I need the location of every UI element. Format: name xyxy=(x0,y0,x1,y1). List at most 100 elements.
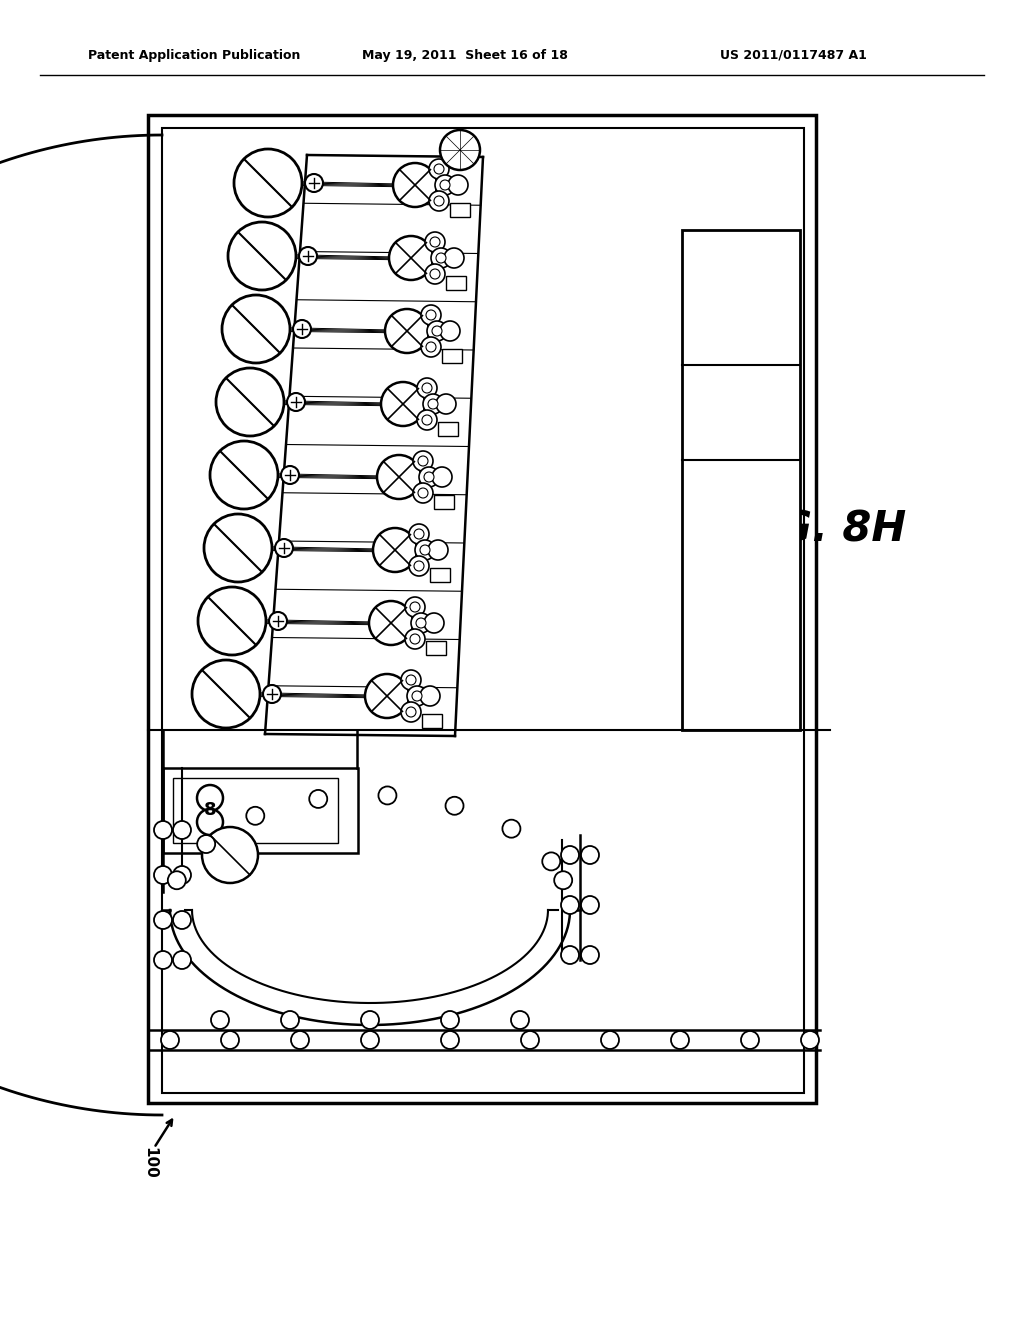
Circle shape xyxy=(361,1011,379,1030)
Circle shape xyxy=(414,529,424,539)
Circle shape xyxy=(561,846,579,865)
Circle shape xyxy=(581,846,599,865)
Circle shape xyxy=(369,601,413,645)
Circle shape xyxy=(432,467,452,487)
Circle shape xyxy=(419,467,439,487)
Circle shape xyxy=(432,326,442,337)
Bar xyxy=(434,495,454,510)
Circle shape xyxy=(521,1031,539,1049)
Circle shape xyxy=(406,708,416,717)
Circle shape xyxy=(445,797,464,814)
Circle shape xyxy=(281,466,299,484)
Circle shape xyxy=(410,634,420,644)
Circle shape xyxy=(193,660,260,729)
Circle shape xyxy=(444,248,464,268)
Circle shape xyxy=(211,1011,229,1030)
Circle shape xyxy=(228,222,296,290)
Circle shape xyxy=(415,540,435,560)
Circle shape xyxy=(154,821,172,840)
Bar xyxy=(446,276,466,290)
Circle shape xyxy=(198,587,266,655)
Circle shape xyxy=(430,238,440,247)
Circle shape xyxy=(173,821,191,840)
Circle shape xyxy=(418,455,428,466)
Circle shape xyxy=(411,612,431,634)
Circle shape xyxy=(423,393,443,414)
Circle shape xyxy=(561,896,579,913)
Circle shape xyxy=(424,612,444,634)
Circle shape xyxy=(379,787,396,804)
Circle shape xyxy=(416,618,426,628)
Circle shape xyxy=(424,473,434,482)
Circle shape xyxy=(426,310,436,319)
Circle shape xyxy=(269,612,287,630)
Circle shape xyxy=(361,1031,379,1049)
Circle shape xyxy=(801,1031,819,1049)
Circle shape xyxy=(435,176,455,195)
Circle shape xyxy=(198,836,215,853)
Circle shape xyxy=(154,866,172,884)
Circle shape xyxy=(263,685,281,704)
Circle shape xyxy=(197,785,223,810)
Circle shape xyxy=(581,946,599,964)
Circle shape xyxy=(428,540,449,560)
Circle shape xyxy=(441,1031,459,1049)
Circle shape xyxy=(436,253,446,263)
Circle shape xyxy=(554,871,572,890)
Circle shape xyxy=(426,342,436,352)
Circle shape xyxy=(281,1011,299,1030)
Circle shape xyxy=(429,158,449,180)
Circle shape xyxy=(436,393,456,414)
Circle shape xyxy=(449,176,468,195)
Circle shape xyxy=(202,828,258,883)
Circle shape xyxy=(393,162,437,207)
Circle shape xyxy=(418,488,428,498)
Circle shape xyxy=(168,871,185,890)
Circle shape xyxy=(440,180,450,190)
Circle shape xyxy=(429,191,449,211)
Circle shape xyxy=(381,381,425,426)
Circle shape xyxy=(413,483,433,503)
Circle shape xyxy=(407,686,427,706)
Circle shape xyxy=(410,602,420,612)
Bar xyxy=(163,768,358,853)
Circle shape xyxy=(377,455,421,499)
Circle shape xyxy=(428,399,438,409)
Circle shape xyxy=(154,950,172,969)
Circle shape xyxy=(440,321,460,341)
Text: May 19, 2011  Sheet 16 of 18: May 19, 2011 Sheet 16 of 18 xyxy=(362,49,568,62)
Circle shape xyxy=(425,232,445,252)
Circle shape xyxy=(409,556,429,576)
Circle shape xyxy=(309,789,328,808)
Circle shape xyxy=(741,1031,759,1049)
Circle shape xyxy=(431,248,451,268)
Circle shape xyxy=(430,269,440,279)
Circle shape xyxy=(409,524,429,544)
Circle shape xyxy=(434,195,444,206)
Circle shape xyxy=(417,378,437,399)
Circle shape xyxy=(561,946,579,964)
Circle shape xyxy=(247,807,264,825)
Circle shape xyxy=(441,1011,459,1030)
Circle shape xyxy=(434,164,444,174)
Circle shape xyxy=(427,321,447,341)
Bar xyxy=(426,642,446,655)
Circle shape xyxy=(154,911,172,929)
Circle shape xyxy=(287,393,305,411)
Bar xyxy=(173,777,338,843)
Circle shape xyxy=(406,675,416,685)
Circle shape xyxy=(401,702,421,722)
Text: 8: 8 xyxy=(204,801,216,818)
Circle shape xyxy=(503,820,520,838)
Circle shape xyxy=(275,539,293,557)
Text: 100: 100 xyxy=(142,1147,158,1179)
Circle shape xyxy=(601,1031,618,1049)
Circle shape xyxy=(412,690,422,701)
Circle shape xyxy=(197,809,223,836)
Circle shape xyxy=(422,414,432,425)
Text: FIG. 8H: FIG. 8H xyxy=(734,510,906,550)
Bar xyxy=(148,115,816,1104)
Circle shape xyxy=(365,675,409,718)
Bar xyxy=(450,203,470,216)
Bar xyxy=(442,348,462,363)
